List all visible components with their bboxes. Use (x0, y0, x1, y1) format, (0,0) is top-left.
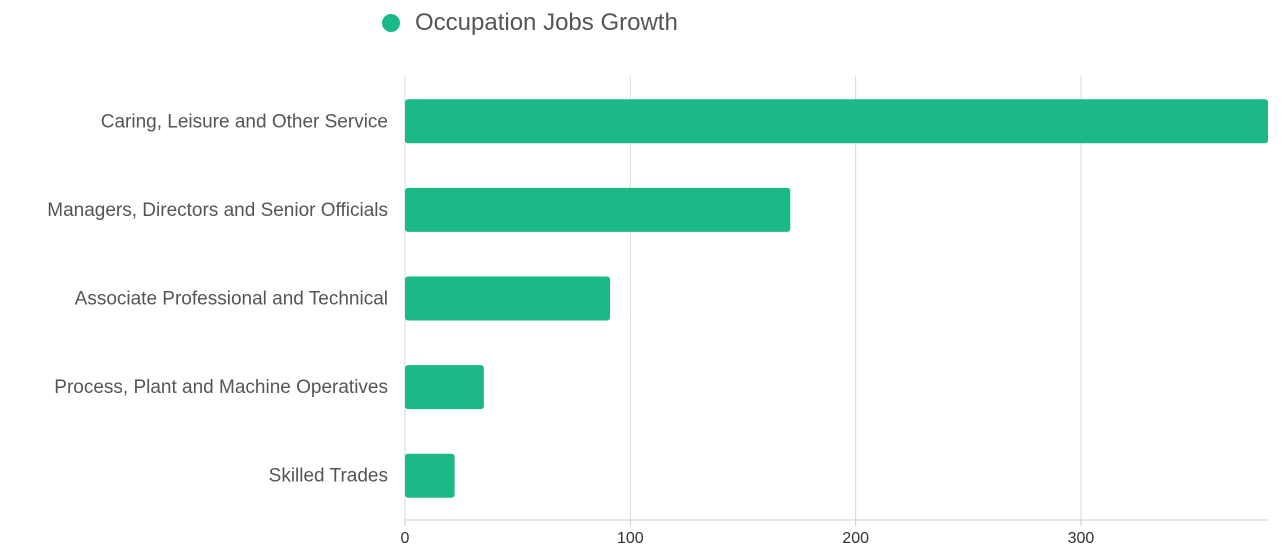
bar[interactable] (405, 99, 1268, 144)
bar[interactable] (405, 453, 455, 498)
x-tick-label: 100 (617, 530, 644, 546)
category-label: Process, Plant and Machine Operatives (54, 377, 388, 398)
bar[interactable] (405, 365, 484, 410)
legend[interactable]: Occupation Jobs Growth (382, 8, 678, 38)
category-label: Associate Professional and Technical (75, 289, 388, 310)
x-axis: 0 100 200 300 (401, 519, 1268, 546)
x-tick-label: 300 (1068, 530, 1095, 546)
bars (405, 99, 1268, 498)
legend-label: Occupation Jobs Growth (415, 9, 678, 36)
category-labels: Caring, Leisure and Other Service Manager… (47, 111, 388, 486)
category-label: Managers, Directors and Senior Officials (47, 200, 388, 221)
legend-swatch (382, 14, 400, 32)
bar[interactable] (405, 276, 611, 321)
x-tick-label: 200 (842, 530, 869, 546)
x-tick-label: 0 (401, 530, 410, 546)
category-label: Skilled Trades (269, 466, 388, 487)
bar[interactable] (405, 187, 791, 232)
category-label: Caring, Leisure and Other Service (101, 111, 388, 132)
